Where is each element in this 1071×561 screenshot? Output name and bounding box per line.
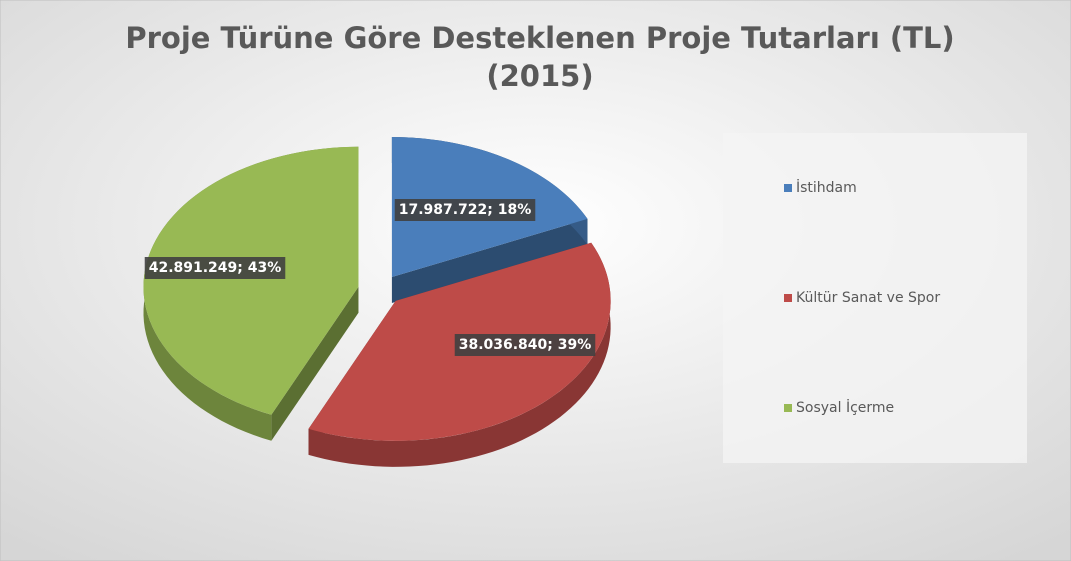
legend-marker bbox=[784, 404, 792, 412]
legend-box bbox=[723, 133, 1027, 463]
data-label-bg bbox=[394, 199, 536, 221]
legend-marker bbox=[784, 184, 792, 192]
data-label-bg bbox=[454, 334, 596, 356]
legend-label: Sosyal İçerme bbox=[796, 398, 894, 416]
legend-label: İstihdam bbox=[796, 178, 857, 196]
slice-side bbox=[391, 218, 588, 304]
data-label-bg bbox=[144, 257, 286, 279]
legend-label: Kültür Sanat ve Spor bbox=[796, 290, 940, 306]
data-label: 38.036.840; 39% bbox=[459, 337, 592, 353]
chart-title: Proje Türüne Göre Desteklenen Proje Tuta… bbox=[125, 21, 954, 55]
data-label: 17.987.722; 18% bbox=[399, 202, 532, 218]
slice-side bbox=[271, 286, 359, 441]
data-label: 42.891.249; 43% bbox=[149, 260, 282, 276]
pie-slice bbox=[143, 146, 359, 415]
chart-title: (2015) bbox=[486, 59, 593, 93]
slice-rim bbox=[308, 242, 611, 467]
legend-marker bbox=[784, 294, 792, 302]
legend: İstihdam Kültür Sanat ve Spor Sosyal İçerm… bbox=[784, 178, 940, 416]
data-labels: 17.987.722; 18% 38.036.840; 39% 42.891.249… bbox=[144, 199, 596, 356]
